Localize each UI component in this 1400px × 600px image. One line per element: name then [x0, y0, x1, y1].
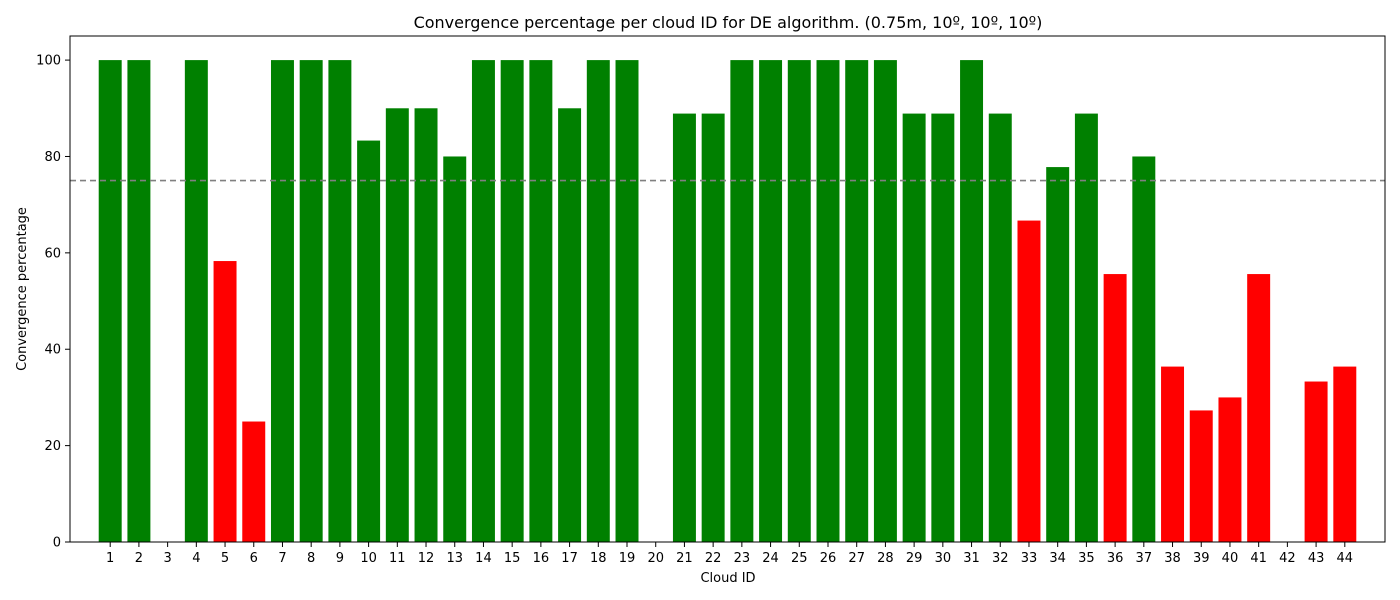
x-tick-label-17: 17	[561, 551, 578, 566]
bar-cloud-30	[931, 113, 955, 542]
bar-cloud-38	[1161, 366, 1185, 542]
bar-cloud-39	[1189, 410, 1213, 542]
x-tick-label-31: 31	[963, 551, 980, 566]
x-tick-label-29: 29	[906, 551, 923, 566]
bar-cloud-44	[1333, 366, 1357, 542]
x-tick-label-41: 41	[1250, 551, 1267, 566]
x-tick-label-36: 36	[1107, 551, 1124, 566]
bar-cloud-11	[385, 108, 409, 543]
x-tick-label-2: 2	[135, 551, 143, 566]
bar-cloud-6	[242, 421, 266, 542]
bar-cloud-31	[960, 60, 984, 542]
x-tick-label-39: 39	[1193, 551, 1210, 566]
bar-cloud-22	[701, 113, 725, 542]
x-tick-label-26: 26	[820, 551, 837, 566]
x-tick-label-10: 10	[360, 551, 377, 566]
x-tick-label-15: 15	[504, 551, 521, 566]
x-tick-label-12: 12	[418, 551, 435, 566]
bar-cloud-5	[213, 261, 237, 542]
y-tick-label-100: 100	[36, 54, 61, 69]
bar-cloud-24	[759, 60, 783, 542]
x-tick-label-3: 3	[163, 551, 171, 566]
x-tick-label-14: 14	[475, 551, 492, 566]
x-tick-label-34: 34	[1049, 551, 1066, 566]
y-tick-label-80: 80	[44, 150, 61, 165]
bar-cloud-16	[529, 60, 553, 542]
bar-cloud-2	[127, 60, 151, 542]
bar-cloud-23	[730, 60, 754, 542]
y-axis-label: Convergence percentage	[15, 207, 30, 371]
x-tick-label-43: 43	[1308, 551, 1325, 566]
bar-cloud-21	[672, 113, 696, 542]
x-tick-label-9: 9	[336, 551, 344, 566]
x-tick-label-5: 5	[221, 551, 229, 566]
bar-cloud-13	[443, 156, 467, 542]
y-tick-label-60: 60	[44, 246, 61, 261]
bar-cloud-17	[558, 108, 582, 543]
bar-cloud-19	[615, 60, 639, 542]
x-tick-label-22: 22	[705, 551, 722, 566]
x-tick-label-37: 37	[1136, 551, 1153, 566]
bar-cloud-12	[414, 108, 438, 543]
x-tick-label-16: 16	[533, 551, 550, 566]
x-tick-label-42: 42	[1279, 551, 1296, 566]
y-tick-label-20: 20	[44, 439, 61, 454]
chart-title: Convergence percentage per cloud ID for …	[414, 13, 1043, 32]
x-tick-label-20: 20	[647, 551, 664, 566]
y-tick-label-40: 40	[44, 343, 61, 358]
bar-cloud-4	[184, 60, 208, 542]
bar-cloud-18	[586, 60, 610, 542]
bar-cloud-9	[328, 60, 352, 542]
bar-cloud-8	[299, 60, 323, 542]
x-tick-label-40: 40	[1222, 551, 1239, 566]
bar-cloud-15	[500, 60, 524, 542]
x-tick-label-19: 19	[619, 551, 636, 566]
bar-cloud-26	[816, 60, 840, 542]
x-tick-label-6: 6	[250, 551, 258, 566]
bar-cloud-41	[1247, 274, 1271, 542]
x-axis-label: Cloud ID	[700, 571, 755, 586]
x-axis: 1 2 3 4 5 6 7 8 9 10 11 12 13 14 15 16 17 18 19 20 21 22 23 24 2…	[106, 542, 1353, 566]
bar-cloud-32	[988, 113, 1012, 542]
bar-cloud-35	[1074, 113, 1098, 542]
plot-frame	[69, 35, 1386, 543]
bar-cloud-36	[1103, 274, 1127, 542]
bar-cloud-29	[902, 113, 926, 542]
x-tick-label-13: 13	[446, 551, 463, 566]
bars-group	[98, 60, 1357, 543]
x-tick-label-44: 44	[1337, 551, 1354, 566]
bar-cloud-33	[1017, 220, 1041, 542]
bar-cloud-10	[357, 140, 381, 542]
bar-cloud-34	[1046, 167, 1070, 542]
x-tick-label-8: 8	[307, 551, 315, 566]
x-tick-label-21: 21	[676, 551, 693, 566]
x-tick-label-38: 38	[1164, 551, 1181, 566]
x-tick-label-32: 32	[992, 551, 1009, 566]
x-tick-label-18: 18	[590, 551, 607, 566]
x-tick-label-4: 4	[192, 551, 200, 566]
x-tick-label-7: 7	[278, 551, 286, 566]
x-tick-label-33: 33	[1021, 551, 1038, 566]
x-tick-label-23: 23	[734, 551, 751, 566]
x-tick-label-1: 1	[106, 551, 114, 566]
bar-cloud-40	[1218, 397, 1242, 542]
bar-cloud-43	[1304, 381, 1328, 542]
bar-cloud-27	[845, 60, 869, 542]
bar-cloud-25	[787, 60, 811, 542]
x-tick-label-25: 25	[791, 551, 808, 566]
bar-cloud-28	[873, 60, 897, 542]
x-tick-label-11: 11	[389, 551, 406, 566]
bar-cloud-1	[98, 60, 122, 542]
x-tick-label-27: 27	[848, 551, 865, 566]
bar-cloud-14	[471, 60, 495, 542]
x-tick-label-24: 24	[762, 551, 779, 566]
x-tick-label-35: 35	[1078, 551, 1095, 566]
bar-cloud-7	[270, 60, 294, 542]
x-tick-label-28: 28	[877, 551, 894, 566]
x-tick-label-30: 30	[935, 551, 952, 566]
y-axis: 0 20 40 60 80 100	[36, 54, 70, 551]
bar-cloud-37	[1132, 156, 1156, 542]
y-tick-label-0: 0	[53, 536, 61, 551]
